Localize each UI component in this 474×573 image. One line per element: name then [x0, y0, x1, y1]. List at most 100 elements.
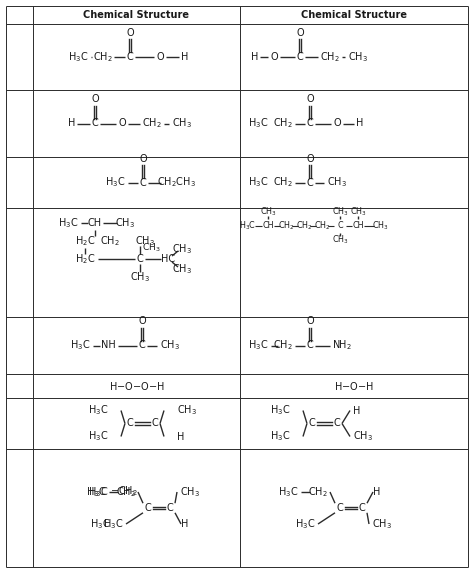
Text: CH$_2$: CH$_2$ — [116, 485, 136, 499]
Text: H: H — [356, 119, 364, 128]
Text: H$_3$C: H$_3$C — [88, 430, 108, 444]
Text: NH$_2$: NH$_2$ — [332, 339, 352, 352]
Text: C: C — [297, 52, 303, 62]
Text: CH$_3$: CH$_3$ — [135, 234, 155, 248]
Text: H$-$O$-$H: H$-$O$-$H — [334, 380, 374, 392]
Text: C: C — [138, 340, 146, 351]
Text: O: O — [126, 28, 134, 38]
Text: H: H — [353, 406, 360, 415]
Text: C: C — [307, 178, 313, 187]
Text: CH$_2$: CH$_2$ — [320, 50, 340, 64]
Text: CH$_3$: CH$_3$ — [348, 50, 368, 64]
Text: O: O — [91, 95, 99, 104]
Text: CH$_3$: CH$_3$ — [353, 430, 373, 444]
Text: O: O — [306, 154, 314, 163]
Text: H$_2$C: H$_2$C — [75, 234, 95, 248]
Text: H$_3$C: H$_3$C — [90, 517, 110, 531]
Text: H: H — [374, 487, 381, 497]
Text: H$_3$C: H$_3$C — [239, 220, 256, 232]
Text: CH$_2$: CH$_2$ — [273, 175, 293, 190]
Text: O: O — [306, 95, 314, 104]
Text: C: C — [152, 418, 158, 429]
Text: H$_3$C: H$_3$C — [270, 403, 290, 417]
Text: C: C — [91, 119, 99, 128]
Text: O: O — [138, 316, 146, 327]
Text: H$-$O$-$O$-$H: H$-$O$-$O$-$H — [109, 380, 164, 392]
Text: C: C — [307, 119, 313, 128]
Text: C: C — [309, 418, 315, 429]
Text: CH$_2$: CH$_2$ — [93, 50, 113, 64]
Text: H$_3$C: H$_3$C — [270, 430, 290, 444]
Text: C: C — [337, 222, 343, 230]
Text: CH$_3$: CH$_3$ — [115, 216, 135, 230]
Text: H$_3$C: H$_3$C — [248, 175, 268, 190]
Text: H: H — [177, 431, 184, 442]
Text: CH$_2$: CH$_2$ — [296, 220, 312, 232]
Text: H$_3$C: H$_3$C — [88, 403, 108, 417]
Text: O: O — [139, 154, 147, 163]
Text: CH: CH — [88, 218, 102, 228]
Text: CH$_2$: CH$_2$ — [278, 220, 294, 232]
Text: CH$_2$: CH$_2$ — [273, 116, 293, 131]
Text: Chemical Structure: Chemical Structure — [83, 10, 190, 20]
Text: O: O — [306, 316, 314, 327]
Text: H$_3$C: H$_3$C — [278, 485, 298, 499]
Text: H$_2$C: H$_2$C — [75, 252, 95, 266]
Text: HC: HC — [161, 254, 175, 264]
Text: H: H — [251, 52, 259, 62]
Text: NH: NH — [100, 340, 115, 351]
Text: CH$_3$: CH$_3$ — [332, 206, 348, 218]
Text: C: C — [337, 503, 343, 513]
Text: CH$_3$: CH$_3$ — [177, 403, 197, 417]
Text: CH$_3$: CH$_3$ — [327, 175, 347, 190]
Text: C: C — [145, 503, 151, 513]
Text: C: C — [167, 503, 173, 513]
Text: H$_3$C: H$_3$C — [68, 50, 88, 64]
Text: CH$_2$CH$_3$: CH$_2$CH$_3$ — [156, 175, 195, 190]
Text: H: H — [182, 52, 189, 62]
Text: CH$_3$: CH$_3$ — [172, 262, 192, 276]
Text: C: C — [127, 52, 133, 62]
Text: $-$CH$_2$: $-$CH$_2$ — [110, 484, 138, 498]
Text: CH$_3$: CH$_3$ — [142, 242, 161, 254]
Text: C: C — [334, 418, 340, 429]
Text: H$_3$C: H$_3$C — [248, 116, 268, 131]
Text: H$_3$C: H$_3$C — [58, 216, 78, 230]
Text: C: C — [137, 254, 143, 264]
Text: CH$_2$: CH$_2$ — [308, 485, 328, 499]
Text: O: O — [156, 52, 164, 62]
Text: C: C — [359, 503, 365, 513]
Text: CH$_2$: CH$_2$ — [314, 220, 330, 232]
Text: CH$_3$: CH$_3$ — [172, 242, 192, 256]
Text: CH$_3$: CH$_3$ — [350, 206, 366, 218]
Text: H$_3$C: H$_3$C — [295, 517, 315, 531]
Text: Chemical Structure: Chemical Structure — [301, 10, 407, 20]
Text: CH$_2$: CH$_2$ — [100, 234, 120, 248]
Text: H$_3$C: H$_3$C — [248, 339, 268, 352]
Text: C: C — [307, 340, 313, 351]
Text: CH$_3$: CH$_3$ — [160, 339, 180, 352]
Text: H: H — [68, 119, 76, 128]
Text: CH$_3$: CH$_3$ — [172, 116, 192, 131]
Text: O: O — [270, 52, 278, 62]
Text: CH$_2$: CH$_2$ — [142, 116, 162, 131]
Text: O: O — [296, 28, 304, 38]
Text: CH$_3$: CH$_3$ — [130, 270, 150, 284]
Text: CH$_2$: CH$_2$ — [273, 339, 293, 352]
Text: H$_3$C: H$_3$C — [103, 517, 123, 531]
Text: O: O — [333, 119, 341, 128]
Text: H$_3$C: H$_3$C — [105, 175, 125, 190]
Text: CH$_3$: CH$_3$ — [180, 485, 200, 499]
Text: H$_3$C: H$_3$C — [88, 485, 108, 499]
Text: C: C — [140, 178, 146, 187]
Text: H$_3$C: H$_3$C — [70, 339, 90, 352]
Text: CH: CH — [262, 222, 274, 230]
Text: C: C — [127, 418, 133, 429]
Text: CH$_3$: CH$_3$ — [372, 517, 392, 531]
Text: CH$_3$: CH$_3$ — [260, 206, 276, 218]
Text: CH$_3$: CH$_3$ — [332, 234, 348, 246]
Text: H$_3$C: H$_3$C — [86, 485, 106, 499]
Text: CH: CH — [352, 222, 364, 230]
Text: H: H — [182, 519, 189, 529]
Text: O: O — [118, 119, 126, 128]
